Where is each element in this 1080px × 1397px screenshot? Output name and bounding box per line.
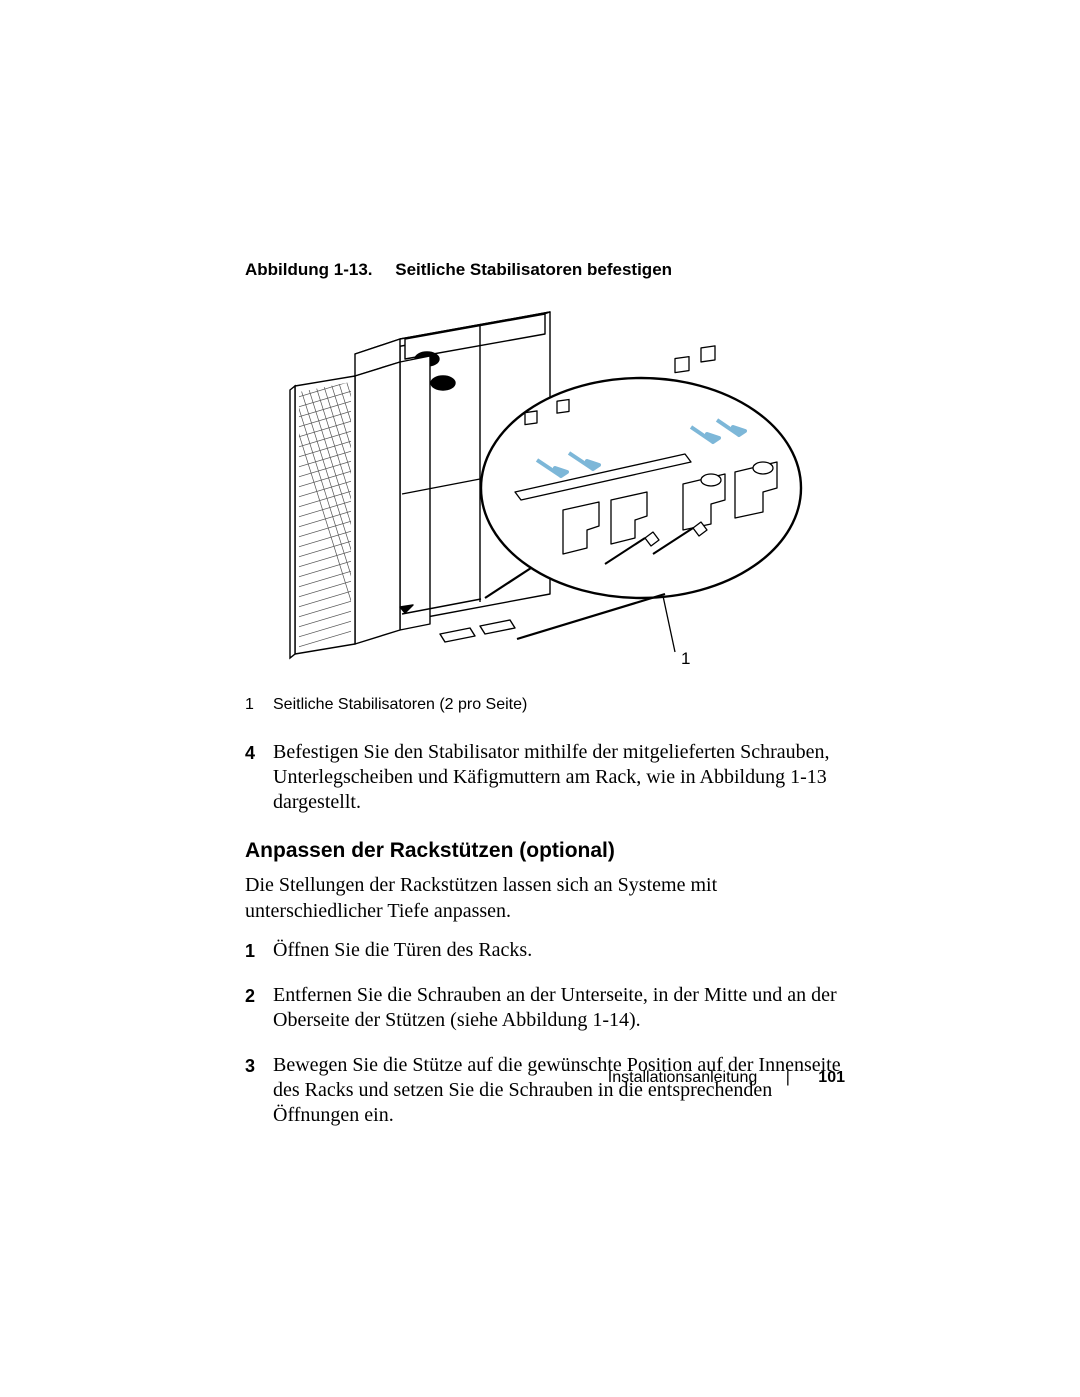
figure-number: Abbildung 1-13. — [245, 260, 373, 279]
step-text: Bewegen Sie die Stütze auf die gewünscht… — [273, 1053, 845, 1128]
step-text: Öffnen Sie die Türen des Racks. — [273, 938, 845, 963]
figure-callout-number: 1 — [681, 649, 690, 668]
legend-index: 1 — [245, 696, 273, 714]
step-index: 3 — [245, 1053, 273, 1128]
section-intro: Die Stellungen der Rackstützen lassen si… — [245, 873, 845, 924]
step-index: 2 — [245, 983, 273, 1033]
list-step: 3Bewegen Sie die Stütze auf die gewünsch… — [245, 1053, 845, 1128]
footer-doc-title: Installationsanleitung — [608, 1069, 757, 1086]
step-index: 1 — [245, 938, 273, 963]
figure-caption: Abbildung 1-13. Seitliche Stabilisatoren… — [245, 260, 845, 280]
step-4: 4 Befestigen Sie den Stabilisator mithil… — [245, 740, 845, 815]
section-heading: Anpassen der Rackstützen (optional) — [245, 839, 845, 863]
list-step: 2Entfernen Sie die Schrauben an der Unte… — [245, 983, 845, 1033]
page: Abbildung 1-13. Seitliche Stabilisatoren… — [0, 0, 1080, 1397]
figure-title: Seitliche Stabilisatoren befestigen — [395, 260, 672, 279]
figure-illustration: 1 — [245, 304, 845, 674]
steps-list: 1Öffnen Sie die Türen des Racks.2Entfern… — [245, 938, 845, 1128]
footer-page-number: 101 — [818, 1069, 845, 1086]
footer-separator: | — [786, 1069, 790, 1086]
page-footer: Installationsanleitung | 101 — [608, 1069, 845, 1087]
figure-legend: 1 Seitliche Stabilisatoren (2 pro Seite) — [245, 696, 845, 714]
list-step: 1Öffnen Sie die Türen des Racks. — [245, 938, 845, 963]
step-text: Befestigen Sie den Stabilisator mithilfe… — [273, 740, 845, 815]
legend-text: Seitliche Stabilisatoren (2 pro Seite) — [273, 696, 527, 714]
step-index: 4 — [245, 740, 273, 815]
step-text: Entfernen Sie die Schrauben an der Unter… — [273, 983, 845, 1033]
